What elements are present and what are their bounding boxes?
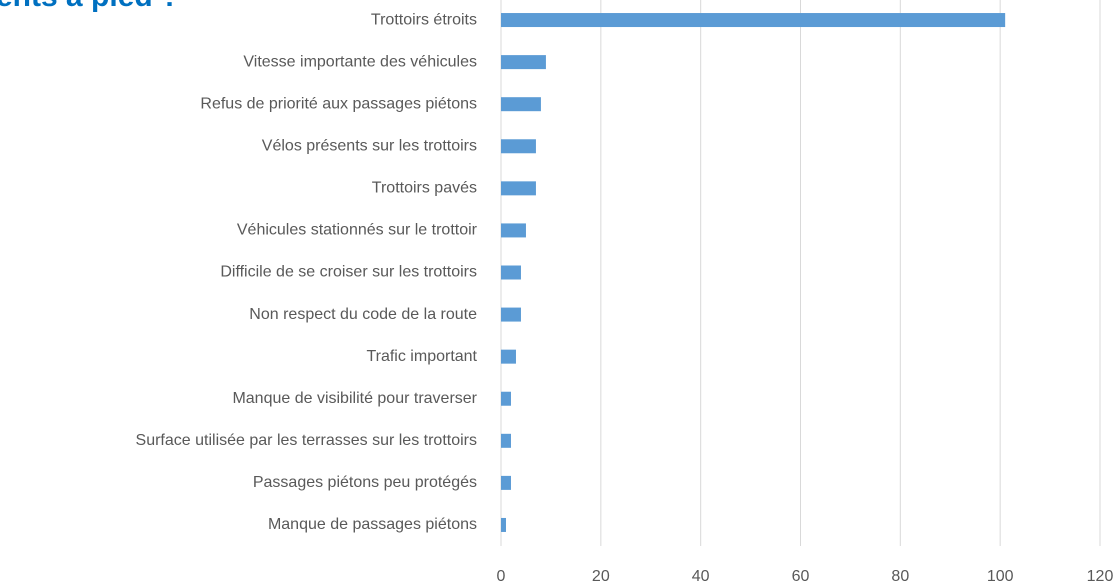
chart-title: ents à pied ? (0, 0, 179, 13)
x-tick-label: 0 (497, 568, 506, 585)
bar (501, 517, 506, 532)
bar (501, 139, 536, 154)
bar (501, 13, 1006, 28)
y-tick-label: Trafic important (366, 348, 477, 365)
y-tick-label: Trottoirs pavés (372, 180, 477, 197)
y-tick-label: Non respect du code de la route (249, 306, 477, 323)
x-tick-label: 60 (792, 568, 810, 585)
y-tick-label: Surface utilisée par les terrasses sur l… (136, 432, 477, 449)
y-tick-label: Véhicules stationnés sur le trottoir (237, 222, 478, 239)
bar (501, 97, 541, 112)
bar (501, 349, 516, 364)
bar (501, 181, 536, 196)
bar (501, 307, 521, 322)
y-tick-label: Manque de passages piétons (268, 516, 477, 533)
y-tick-label: Manque de visibilité pour traverser (232, 390, 477, 407)
bar (501, 265, 521, 280)
x-tick-label: 40 (692, 568, 710, 585)
y-tick-label: Difficile de se croiser sur les trottoir… (220, 264, 477, 281)
x-tick-label: 80 (891, 568, 909, 585)
x-tick-label: 20 (592, 568, 610, 585)
y-tick-label: Vitesse importante des véhicules (243, 53, 477, 70)
y-tick-label: Trottoirs étroits (371, 11, 477, 28)
y-tick-label: Passages piétons peu protégés (253, 474, 477, 491)
bar (501, 55, 546, 70)
bar (501, 433, 511, 448)
bar (501, 223, 526, 238)
y-tick-label: Vélos présents sur les trottoirs (262, 137, 477, 154)
x-tick-label: 100 (987, 568, 1014, 585)
x-tick-label: 120 (1087, 568, 1114, 585)
bar (501, 391, 511, 406)
bar (501, 475, 511, 490)
y-tick-label: Refus de priorité aux passages piétons (200, 95, 477, 112)
